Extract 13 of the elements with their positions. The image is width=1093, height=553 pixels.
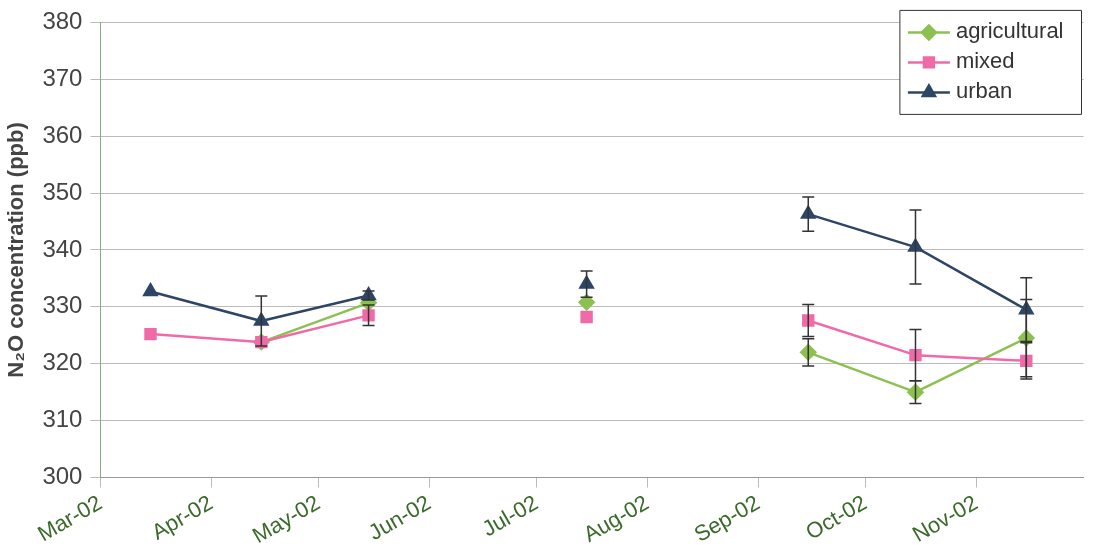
y-tick-label: 380 — [42, 7, 83, 35]
y-tick-label: 340 — [42, 234, 83, 262]
y-tick-label: 310 — [42, 405, 83, 433]
legend-label: agricultural — [955, 18, 1064, 44]
legend-label: mixed — [955, 48, 1015, 74]
y-tick-label: 320 — [42, 348, 83, 376]
y-tick-label: 360 — [42, 120, 83, 148]
legend-label: urban — [955, 78, 1013, 104]
y-tick-label: 350 — [42, 177, 83, 205]
y-tick-label: 330 — [42, 291, 83, 319]
y-tick-label: 370 — [42, 63, 83, 91]
y-axis-title: N₂O concentration (ppb) — [3, 122, 29, 378]
y-tick-label: 300 — [42, 462, 83, 490]
